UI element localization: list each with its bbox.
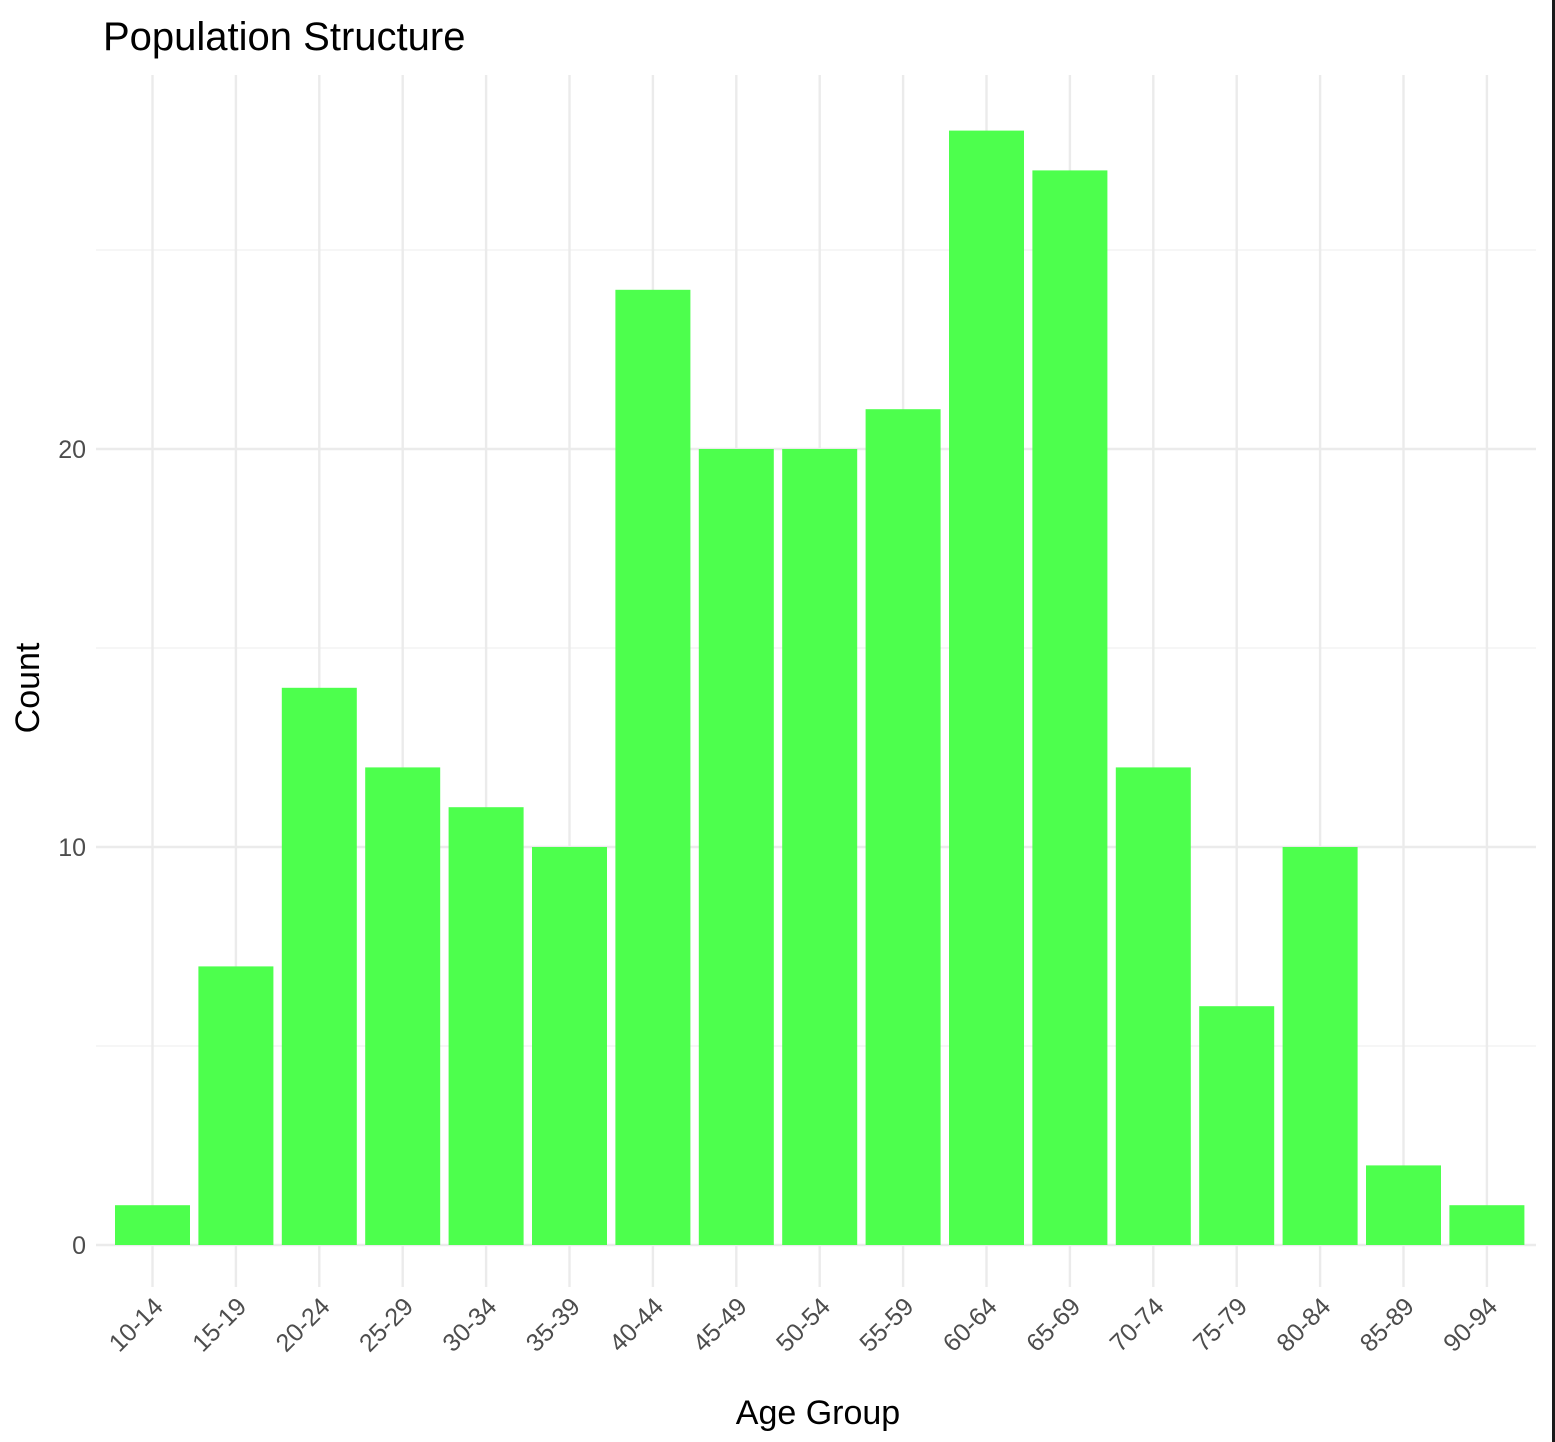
x-tick-label: 65-69	[1021, 1292, 1086, 1357]
bar	[1032, 170, 1108, 1245]
x-tick-label: 20-24	[271, 1292, 336, 1357]
bar	[1282, 847, 1358, 1245]
x-tick-label: 40-44	[604, 1292, 669, 1357]
bar	[115, 1205, 190, 1245]
x-tick-label: 80-84	[1271, 1292, 1336, 1357]
x-tick-label: 90-94	[1438, 1292, 1503, 1357]
bar	[1199, 1006, 1275, 1245]
bar	[1115, 767, 1191, 1245]
chart-title: Population Structure	[103, 15, 465, 59]
right-edge-border	[1552, 0, 1555, 1442]
x-tick-label: 10-14	[104, 1292, 169, 1357]
x-tick-label: 85-89	[1355, 1292, 1420, 1357]
bar	[1449, 1205, 1525, 1245]
x-tick-label: 70-74	[1105, 1292, 1170, 1357]
bar	[782, 449, 858, 1245]
bar	[949, 130, 1024, 1246]
x-tick-labels: 10-14 15-19 20-24 25-29 30-34 35-39 40-44 45-49…	[104, 1292, 1503, 1357]
bars	[115, 130, 1525, 1246]
x-tick-label: 60-64	[938, 1292, 1003, 1357]
y-tick-label: 0	[72, 1232, 86, 1260]
x-axis-title: Age Group	[736, 1394, 900, 1432]
bar	[532, 847, 607, 1245]
x-tick-label: 50-54	[771, 1292, 836, 1357]
x-tick-label: 30-34	[437, 1292, 502, 1357]
bar	[698, 449, 774, 1245]
x-tick-label: 45-49	[688, 1292, 753, 1357]
bar	[615, 289, 691, 1245]
x-tick-label: 15-19	[187, 1292, 252, 1357]
x-tick-label: 25-29	[354, 1292, 419, 1357]
bar	[865, 409, 941, 1245]
y-tick-labels: 0 10 20	[58, 436, 86, 1260]
bar	[448, 807, 524, 1245]
bar	[281, 687, 357, 1245]
bar	[1366, 1165, 1441, 1245]
x-tick-label: 75-79	[1188, 1292, 1253, 1357]
bar	[365, 767, 441, 1245]
y-tick-label: 20	[58, 436, 86, 464]
y-axis-title: Count	[9, 642, 47, 733]
bar	[198, 966, 274, 1245]
x-tick-label: 35-39	[521, 1292, 586, 1357]
y-tick-label: 10	[58, 834, 86, 862]
x-tick-label: 55-59	[854, 1292, 919, 1357]
